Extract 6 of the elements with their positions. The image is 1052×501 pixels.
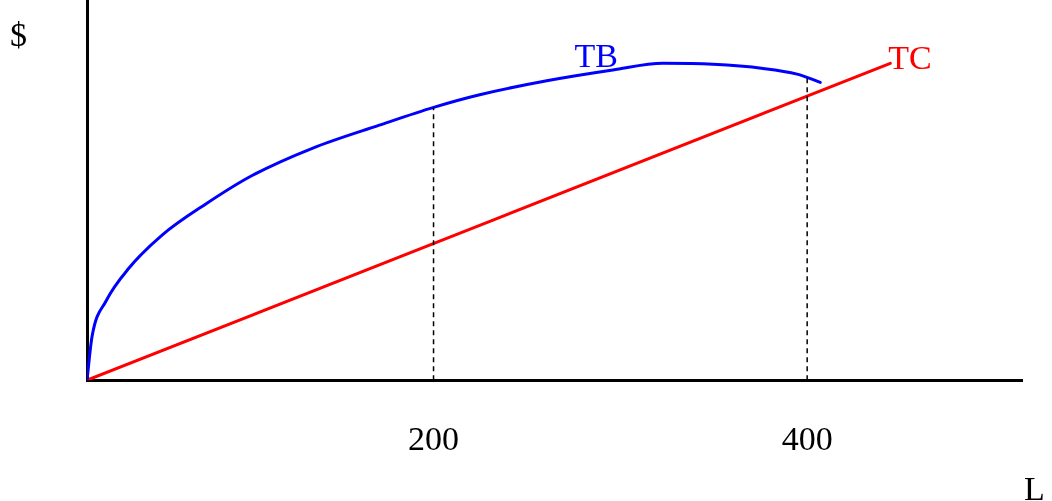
series-label: TB bbox=[574, 37, 618, 75]
series-label: TC bbox=[888, 39, 932, 77]
x-tick-label: 400 bbox=[781, 419, 833, 457]
x-axis-title: L bbox=[1024, 470, 1045, 501]
x-tick-label: 200 bbox=[408, 419, 460, 457]
y-axis-title: $ bbox=[10, 16, 27, 53]
